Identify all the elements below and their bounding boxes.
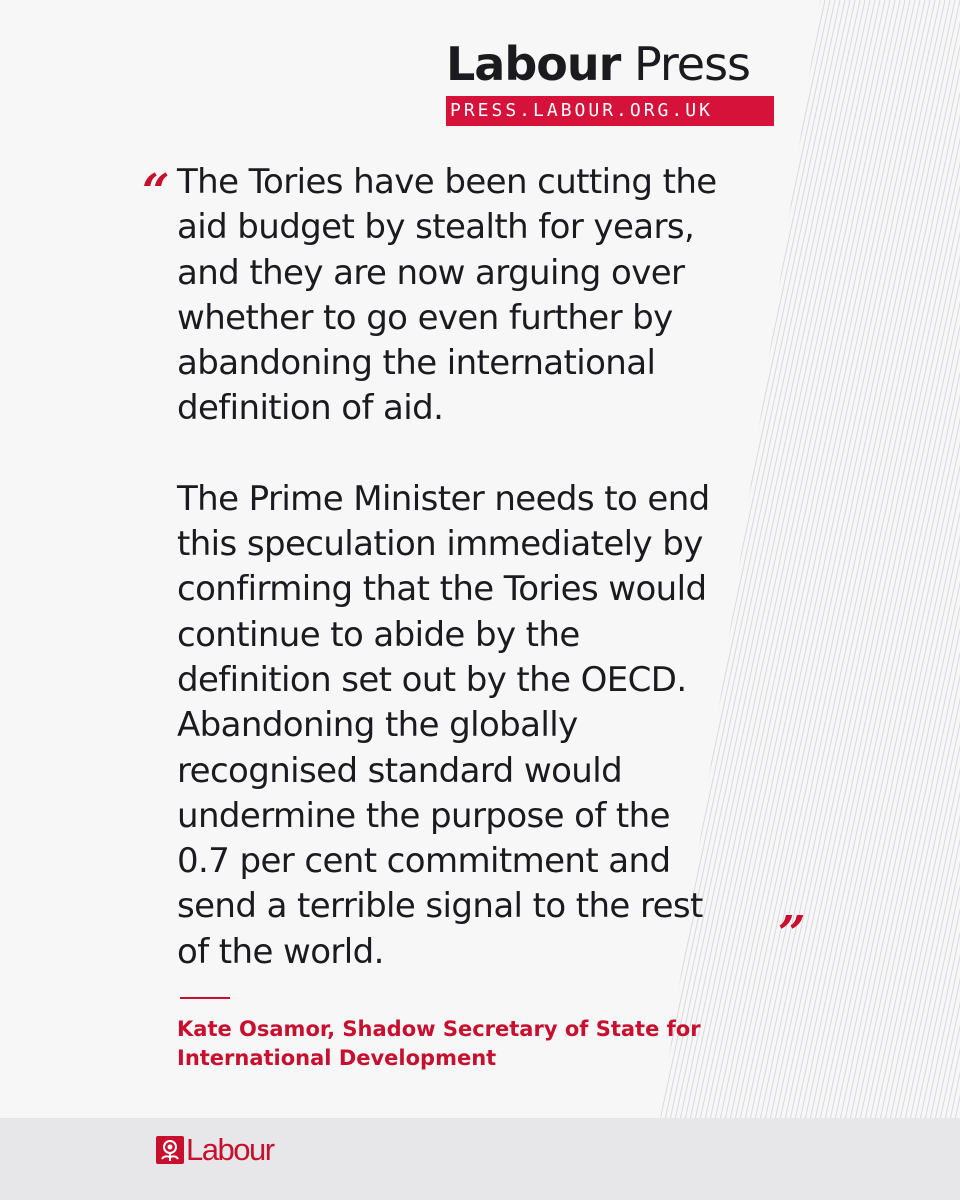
- attribution-text: Kate Osamor, Shadow Secretary of State f…: [177, 1017, 701, 1070]
- masthead-title-bold: Labour: [446, 37, 621, 91]
- quote-body: The Tories have been cutting the aid bud…: [177, 160, 777, 975]
- open-quote-mark: “: [142, 164, 170, 220]
- labour-logo: Labour: [156, 1130, 275, 1170]
- attribution-divider: [180, 997, 230, 999]
- rose-icon: [156, 1136, 184, 1164]
- masthead-title: Labour Press: [446, 36, 786, 92]
- quote-paragraph-1: The Tories have been cutting the aid bud…: [177, 162, 717, 429]
- footer-bar: [0, 1118, 960, 1200]
- labour-logo-text: Labour: [186, 1132, 275, 1167]
- masthead-title-light: Press: [620, 37, 751, 91]
- labour-press-masthead: Labour Press PRESS.LABOUR.ORG.UK: [446, 36, 786, 126]
- masthead-url: PRESS.LABOUR.ORG.UK: [446, 96, 774, 126]
- close-quote-mark: ”: [778, 906, 806, 962]
- diagonal-stripes-decoration: [660, 0, 960, 1120]
- quote-paragraph-2: The Prime Minister needs to end this spe…: [177, 478, 710, 972]
